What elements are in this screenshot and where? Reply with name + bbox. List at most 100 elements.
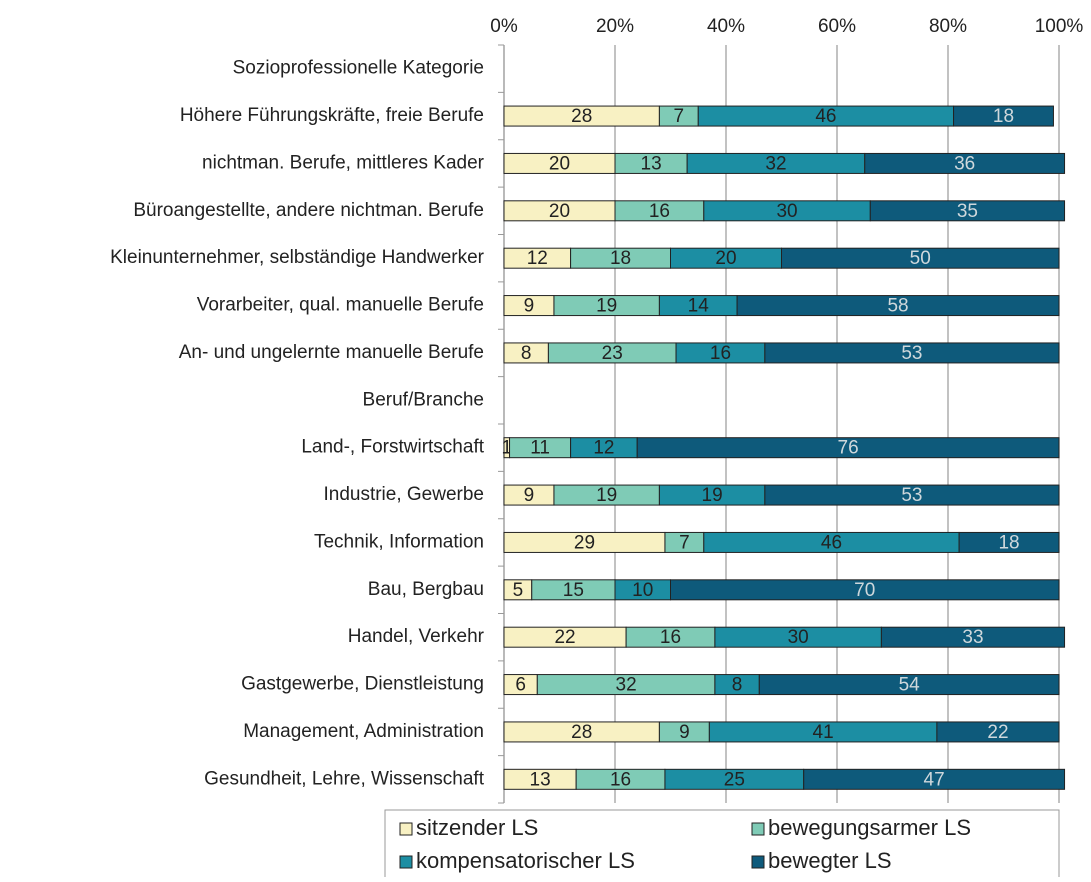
data-label: 32 [616, 675, 637, 696]
bar-segment [958, 531, 1060, 553]
data-label: 12 [527, 248, 548, 269]
y-tick-label: Land-, Forstwirtschaft [301, 437, 484, 458]
data-label: 9 [679, 722, 690, 743]
y-tick-label: Beruf/Branche [363, 389, 484, 410]
legend-box [384, 809, 1060, 881]
data-label: 16 [710, 343, 731, 364]
data-label: 5 [513, 580, 524, 601]
y-tick-label: Management, Administration [243, 721, 484, 742]
data-label: 25 [724, 769, 745, 790]
y-tick-label: Technik, Information [314, 531, 484, 552]
data-label: 46 [821, 532, 842, 553]
data-label: 12 [593, 438, 614, 459]
data-label: 41 [813, 722, 834, 743]
y-tick-label: Gastgewerbe, Dienstleistung [241, 674, 484, 695]
data-label: 76 [838, 438, 859, 459]
y-tick-label: Höhere Führungskräfte, freie Berufe [180, 105, 484, 126]
legend-label: sitzender LS [416, 815, 538, 840]
data-label: 22 [554, 627, 575, 648]
bar-segment [803, 768, 1066, 790]
y-tick-label: Industrie, Gewerbe [323, 484, 484, 505]
data-label: 58 [887, 296, 908, 317]
bar-segment [781, 247, 1060, 269]
data-label: 50 [910, 248, 931, 269]
y-tick-label: Gesundheit, Lehre, Wissenschaft [204, 768, 485, 789]
legend-swatch [751, 822, 765, 836]
bar-segment [736, 295, 1060, 317]
legend-swatch [399, 822, 413, 836]
y-tick-label: Bau, Bergbau [368, 579, 484, 600]
data-label: 7 [674, 106, 685, 127]
data-label: 32 [765, 153, 786, 174]
y-tick-label: Handel, Verkehr [348, 626, 485, 647]
y-tick-label: Sozioprofessionelle Kategorie [233, 58, 484, 79]
data-label: 9 [524, 485, 535, 506]
x-tick-label: 0% [490, 16, 518, 37]
data-label: 53 [901, 343, 922, 364]
data-label: 19 [702, 485, 723, 506]
x-tick-label: 100% [1035, 16, 1084, 37]
bar-segment [758, 674, 1060, 696]
data-label: 30 [776, 201, 797, 222]
data-label: 7 [679, 532, 690, 553]
legend-label: bewegungsarmer LS [768, 815, 971, 840]
bar-segment [636, 437, 1060, 459]
y-tick-label: Vorarbeiter, qual. manuelle Berufe [197, 295, 484, 316]
data-label: 18 [998, 532, 1019, 553]
bar-segment [670, 579, 1060, 601]
bar-segment [864, 152, 1066, 174]
y-tick-label: An- und ungelernte manuelle Berufe [179, 342, 484, 363]
data-label: 11 [530, 438, 550, 459]
data-label: 46 [815, 106, 836, 127]
data-label: 20 [549, 153, 570, 174]
data-label: 19 [596, 296, 617, 317]
data-label: 23 [602, 343, 623, 364]
data-label: 20 [549, 201, 570, 222]
data-label: 1 [501, 438, 512, 459]
data-label: 15 [563, 580, 584, 601]
data-label: 53 [901, 485, 922, 506]
y-tick-label: Büroangestellte, andere nichtman. Berufe [133, 200, 484, 221]
bar-segment [953, 105, 1054, 127]
data-label: 30 [788, 627, 809, 648]
legend-swatch [751, 855, 765, 869]
data-label: 13 [641, 153, 662, 174]
data-label: 36 [954, 153, 975, 174]
bar-segment [764, 342, 1060, 364]
bar-segment [764, 484, 1060, 506]
data-label: 18 [993, 106, 1014, 127]
x-tick-label: 40% [707, 16, 745, 37]
y-tick-label: nichtman. Berufe, mittleres Kader [202, 152, 485, 173]
data-label: 54 [899, 675, 921, 696]
data-label: 16 [649, 201, 670, 222]
data-label: 47 [924, 769, 945, 790]
data-label: 35 [957, 201, 978, 222]
bar-segment [880, 626, 1066, 648]
data-label: 28 [571, 722, 592, 743]
data-label: 28 [571, 106, 592, 127]
data-label: 20 [715, 248, 736, 269]
data-label: 10 [632, 580, 653, 601]
x-tick-label: 60% [818, 16, 856, 37]
data-label: 33 [962, 627, 983, 648]
data-label: 9 [524, 296, 535, 317]
data-label: 8 [521, 343, 532, 364]
data-label: 6 [515, 675, 526, 696]
data-label: 16 [610, 769, 631, 790]
bar-segment [869, 200, 1066, 222]
data-label: 70 [854, 580, 875, 601]
legend-label: bewegter LS [768, 848, 892, 873]
x-tick-label: 80% [929, 16, 967, 37]
data-label: 22 [987, 722, 1008, 743]
data-label: 18 [610, 248, 631, 269]
data-label: 14 [688, 296, 710, 317]
data-label: 16 [660, 627, 681, 648]
data-label: 8 [732, 675, 743, 696]
legend-label: kompensatorischer LS [416, 848, 635, 873]
data-label: 13 [530, 769, 551, 790]
data-label: 29 [574, 532, 595, 553]
x-tick-label: 20% [596, 16, 634, 37]
data-label: 19 [596, 485, 617, 506]
legend-swatch [399, 855, 413, 869]
